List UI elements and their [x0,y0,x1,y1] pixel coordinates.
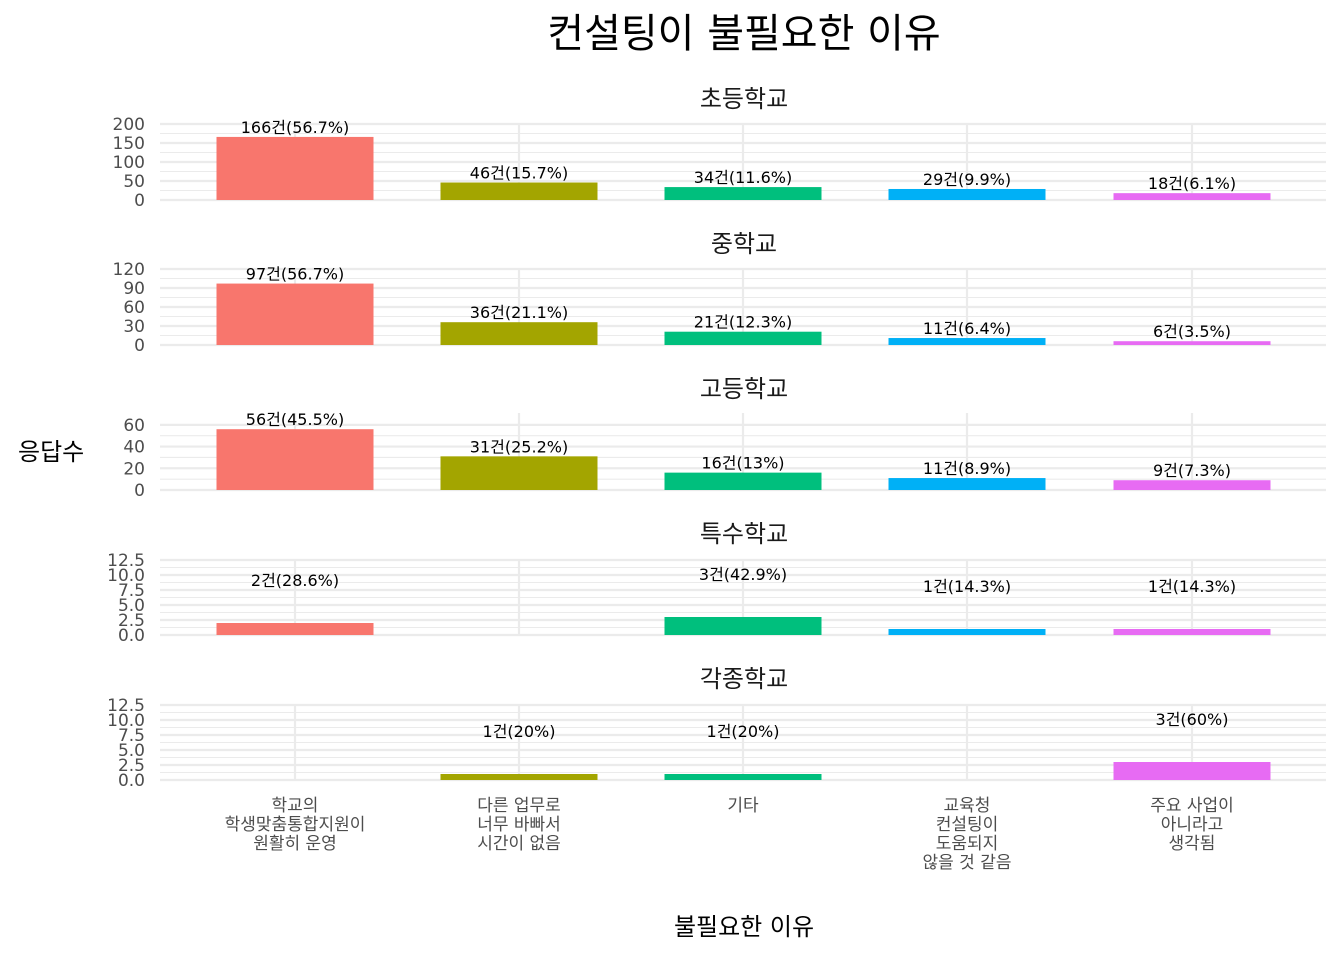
bar [888,478,1046,490]
bar [216,623,374,635]
data-label: 34건(11.6%) [694,168,792,187]
x-tick-label: 다른 업무로 너무 바빠서 시간이 없음 [477,796,561,854]
x-tick-label: 학교의 학생맞춤통합지원이 원활히 운영 [225,796,366,854]
bar [1113,629,1271,635]
y-tick-label: 150 [113,134,145,154]
y-tick-label: 5.0 [118,596,145,616]
bar [440,774,598,780]
panel-4: 특수학교 0.02.55.07.510.012.5 2건(28.6%) 3건(42.9… [107,520,1326,646]
y-tick-label: 30 [123,317,145,337]
bar [440,456,598,490]
bar [440,322,598,345]
data-label: 1건(14.3%) [1148,577,1236,596]
bar [664,774,822,780]
bar [216,283,374,345]
data-label: 3건(60%) [1156,710,1229,729]
y-tick-label: 2.5 [118,611,145,631]
x-axis-title: 불필요한 이유 [674,913,814,941]
bar [440,182,598,200]
data-label: 29건(9.9%) [923,170,1011,189]
y-tick-label: 7.5 [118,581,145,601]
data-label: 9건(7.3%) [1153,461,1231,480]
data-label: 31건(25.2%) [470,437,568,456]
x-tick-label: 교육청 컨설팅이 도움되지 않을 것 같음 [922,796,1011,873]
x-tick-label: 기타 [727,796,759,816]
bar [664,187,822,200]
panel-title: 고등학교 [700,375,788,403]
x-axis-ticks: 학교의 학생맞춤통합지원이 원활히 운영 다른 업무로 너무 바빠서 시간이 없음 기타 교육… [225,796,1234,873]
bar [1113,480,1271,490]
bar [664,331,822,345]
y-tick-label: 200 [113,115,145,135]
data-label: 18건(6.1%) [1148,174,1236,193]
y-tick-label: 0.0 [118,771,145,791]
y-tick-label: 0 [134,336,145,356]
bar [1113,193,1271,200]
data-label: 6건(3.5%) [1153,322,1231,341]
y-tick-label: 120 [113,260,145,280]
y-axis-title: 응답수 [18,438,84,466]
y-tick-label: 60 [123,416,145,436]
data-label: 46건(15.7%) [470,164,568,183]
bar [888,338,1046,345]
data-label: 3건(42.9%) [699,565,787,584]
panel-title: 각종학교 [700,665,788,693]
y-tick-label: 0.0 [118,626,145,646]
bar [664,617,822,635]
y-tick-label: 60 [123,298,145,318]
y-tick-label: 10.0 [107,566,145,586]
data-label: 16건(13%) [701,454,784,473]
data-label: 56건(45.5%) [246,410,344,429]
y-tick-label: 50 [123,172,145,192]
data-label: 2건(28.6%) [251,571,339,590]
bar [888,629,1046,635]
y-tick-label: 20 [123,459,145,479]
data-label: 36건(21.1%) [470,303,568,322]
data-label: 166건(56.7%) [241,118,350,137]
data-label: 1건(20%) [483,722,556,741]
panel-5: 각종학교 0.02.55.07.510.012.5 1건(20%) 1건(20%) 3건… [107,665,1326,791]
bar [216,136,374,200]
panel-title: 중학교 [711,230,777,258]
y-tick-label: 12.5 [107,551,145,571]
chart-title: 컨설팅이 불필요한 이유 [547,11,940,57]
data-label: 1건(14.3%) [923,577,1011,596]
bar [1113,762,1271,780]
y-tick-label: 90 [123,279,145,299]
y-tick-label: 40 [123,438,145,458]
data-label: 1건(20%) [707,722,780,741]
y-tick-label: 0 [134,481,145,501]
data-label: 97건(56.7%) [246,265,344,284]
bar [664,472,822,490]
y-tick-label: 2.5 [118,756,145,776]
data-label: 21건(12.3%) [694,313,792,332]
y-tick-label: 5.0 [118,741,145,761]
panel-title: 특수학교 [700,520,788,548]
data-label: 11건(8.9%) [923,459,1011,478]
y-tick-label: 0 [134,191,145,211]
panel-title: 초등학교 [700,85,788,113]
y-tick-label: 7.5 [118,726,145,746]
data-label: 11건(6.4%) [923,319,1011,338]
y-tick-label: 12.5 [107,696,145,716]
y-tick-label: 10.0 [107,711,145,731]
y-tick-label: 100 [113,153,145,173]
bar [888,188,1046,200]
bar [1113,341,1271,345]
x-tick-label: 주요 사업이 아니라고 생각됨 [1150,796,1234,854]
bar [216,429,374,490]
